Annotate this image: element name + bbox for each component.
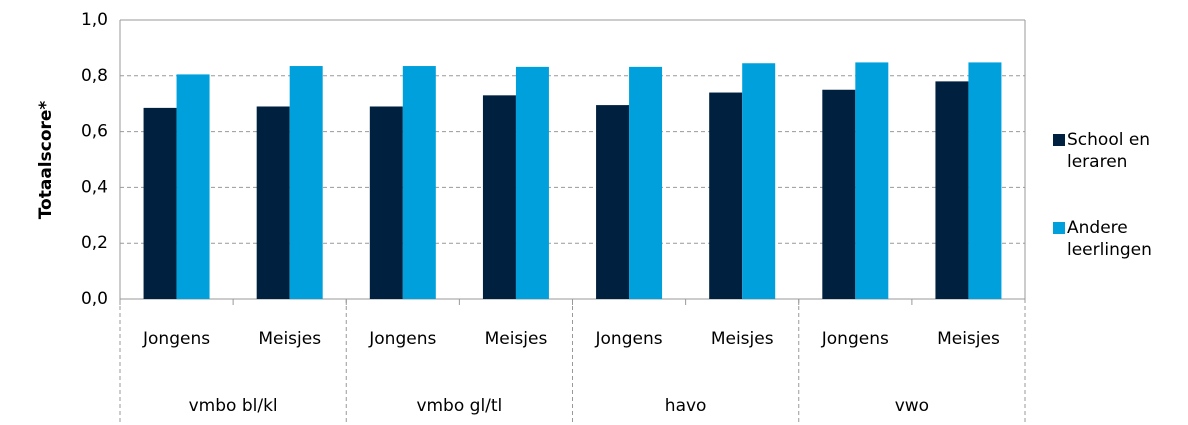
legend-item: School en leraren bbox=[1053, 129, 1183, 173]
legend-swatch bbox=[1053, 134, 1065, 146]
bar bbox=[855, 62, 889, 299]
bar bbox=[742, 63, 776, 300]
x-tick-label: Meisjes bbox=[711, 329, 774, 349]
bar bbox=[176, 74, 210, 299]
bar bbox=[369, 106, 403, 300]
x-tick-label: Jongens bbox=[595, 329, 663, 349]
bar bbox=[289, 66, 323, 299]
bar bbox=[515, 66, 549, 299]
y-tick-label: 0,8 bbox=[81, 66, 108, 86]
bar bbox=[968, 62, 1002, 299]
x-tick-label: Meisjes bbox=[937, 329, 1000, 349]
group-label: havo bbox=[665, 396, 707, 416]
bar bbox=[935, 81, 969, 299]
y-tick-label: 0,6 bbox=[81, 122, 108, 142]
y-tick-label: 0,4 bbox=[81, 177, 108, 197]
group-label: vwo bbox=[895, 396, 929, 416]
legend-label: School en leraren bbox=[1067, 130, 1151, 172]
legend-item: Andere leerlingen bbox=[1053, 217, 1183, 261]
bar bbox=[629, 66, 663, 299]
bar bbox=[402, 66, 436, 299]
group-label: vmbo gl/tl bbox=[416, 396, 502, 416]
x-tick-label: Jongens bbox=[821, 329, 889, 349]
x-tick-label: Jongens bbox=[142, 329, 210, 349]
y-tick-label: 0,0 bbox=[81, 289, 108, 309]
bar bbox=[256, 106, 290, 300]
y-axis-label: Totaalscore* bbox=[36, 101, 56, 220]
bar bbox=[822, 89, 856, 299]
bar bbox=[482, 95, 516, 299]
bar bbox=[143, 107, 177, 299]
y-tick-label: 0,2 bbox=[81, 233, 108, 253]
x-tick-label: Meisjes bbox=[485, 329, 548, 349]
x-tick-label: Meisjes bbox=[258, 329, 321, 349]
group-label: vmbo bl/kl bbox=[189, 396, 278, 416]
legend-swatch bbox=[1053, 222, 1065, 234]
x-tick-label: Jongens bbox=[368, 329, 436, 349]
bar bbox=[596, 105, 630, 299]
y-tick-label: 1,0 bbox=[81, 10, 108, 30]
bar bbox=[709, 92, 743, 299]
legend-label: Andere leerlingen bbox=[1067, 218, 1152, 260]
